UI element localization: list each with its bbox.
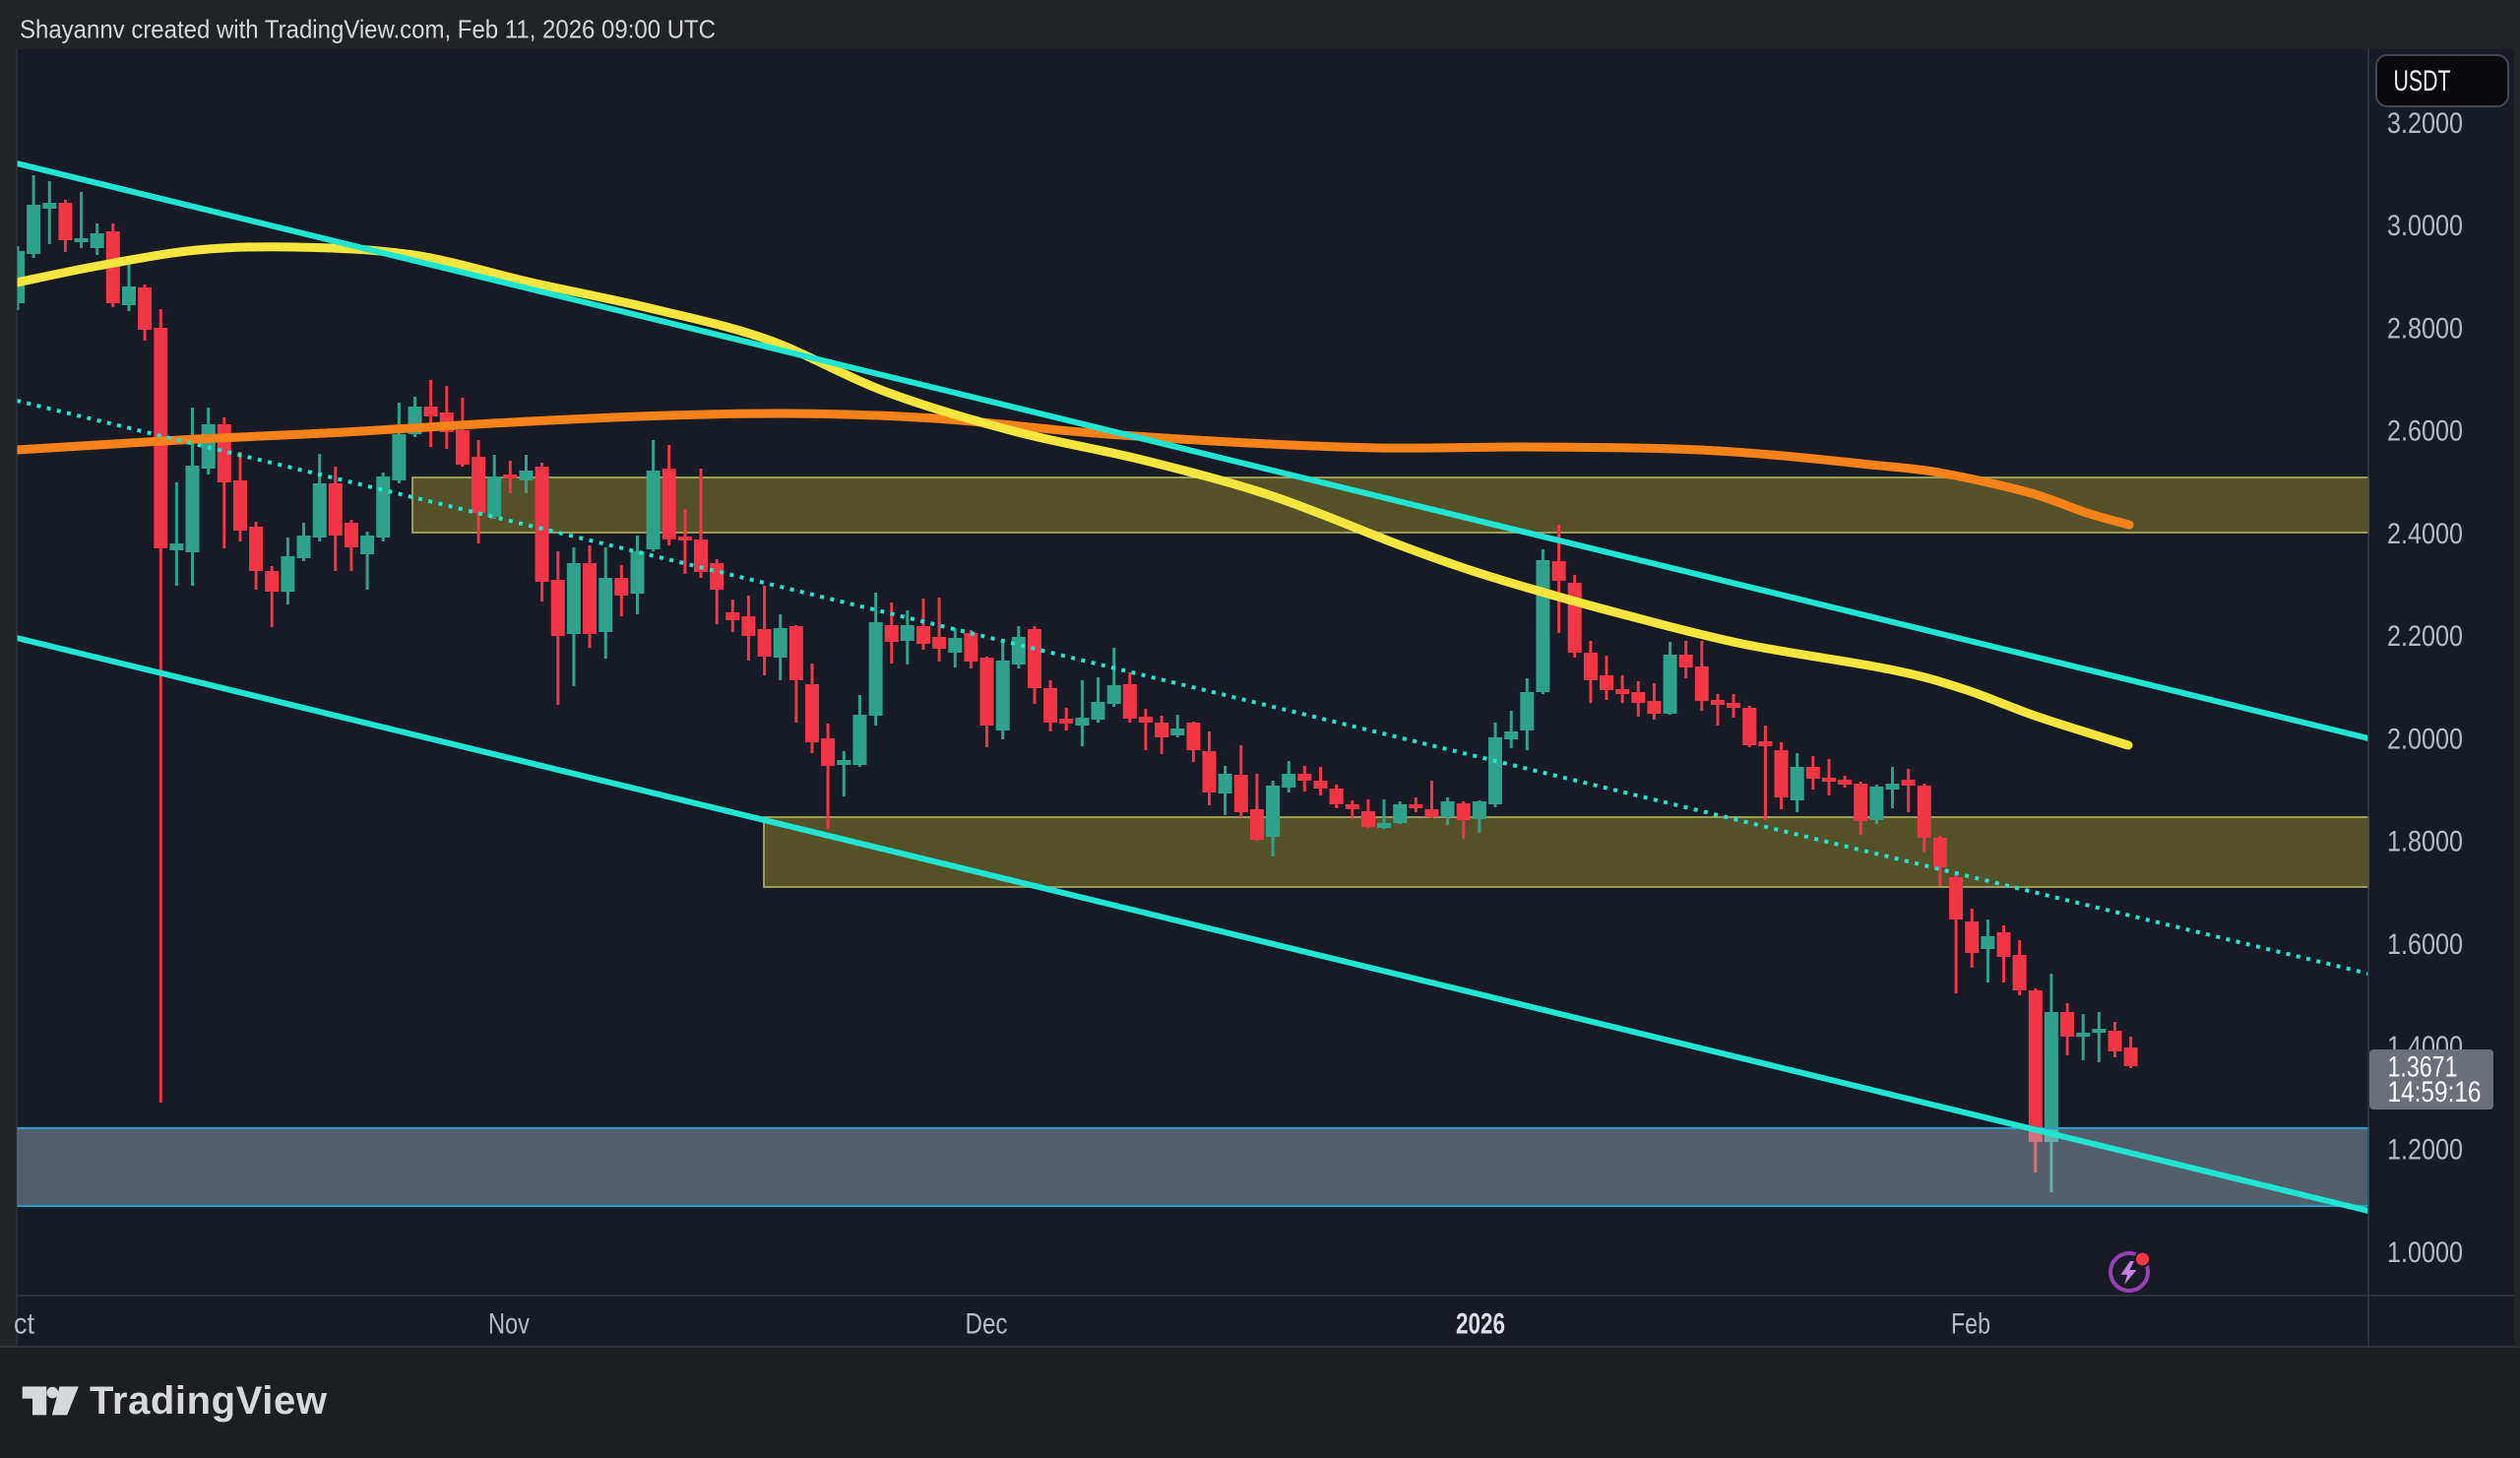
svg-text:2.8000: 2.8000 (2387, 312, 2463, 345)
svg-text:1.3671: 1.3671 (2388, 1051, 2458, 1084)
svg-text:ct: ct (14, 1308, 35, 1341)
svg-text:3.0000: 3.0000 (2387, 210, 2463, 242)
svg-text:Dec: Dec (966, 1308, 1008, 1341)
svg-text:Feb: Feb (1951, 1308, 1990, 1341)
svg-text:TradingView: TradingView (90, 1379, 328, 1423)
svg-text:1.8000: 1.8000 (2387, 826, 2463, 858)
svg-text:1.0000: 1.0000 (2387, 1236, 2463, 1269)
svg-text:2.0000: 2.0000 (2387, 723, 2463, 755)
svg-text:2.2000: 2.2000 (2387, 620, 2463, 653)
svg-text:3.2000: 3.2000 (2387, 107, 2463, 140)
svg-text:2.4000: 2.4000 (2387, 518, 2463, 550)
svg-text:USDT: USDT (2394, 65, 2451, 97)
svg-text:2.6000: 2.6000 (2387, 415, 2463, 448)
svg-text:Shayannv created with TradingV: Shayannv created with TradingView.com, F… (20, 15, 716, 44)
svg-text:2026: 2026 (1456, 1308, 1505, 1341)
svg-text:14:59:16: 14:59:16 (2388, 1076, 2482, 1109)
svg-text:Nov: Nov (488, 1308, 530, 1341)
svg-text:1.2000: 1.2000 (2387, 1134, 2463, 1167)
svg-text:1.6000: 1.6000 (2387, 928, 2463, 961)
